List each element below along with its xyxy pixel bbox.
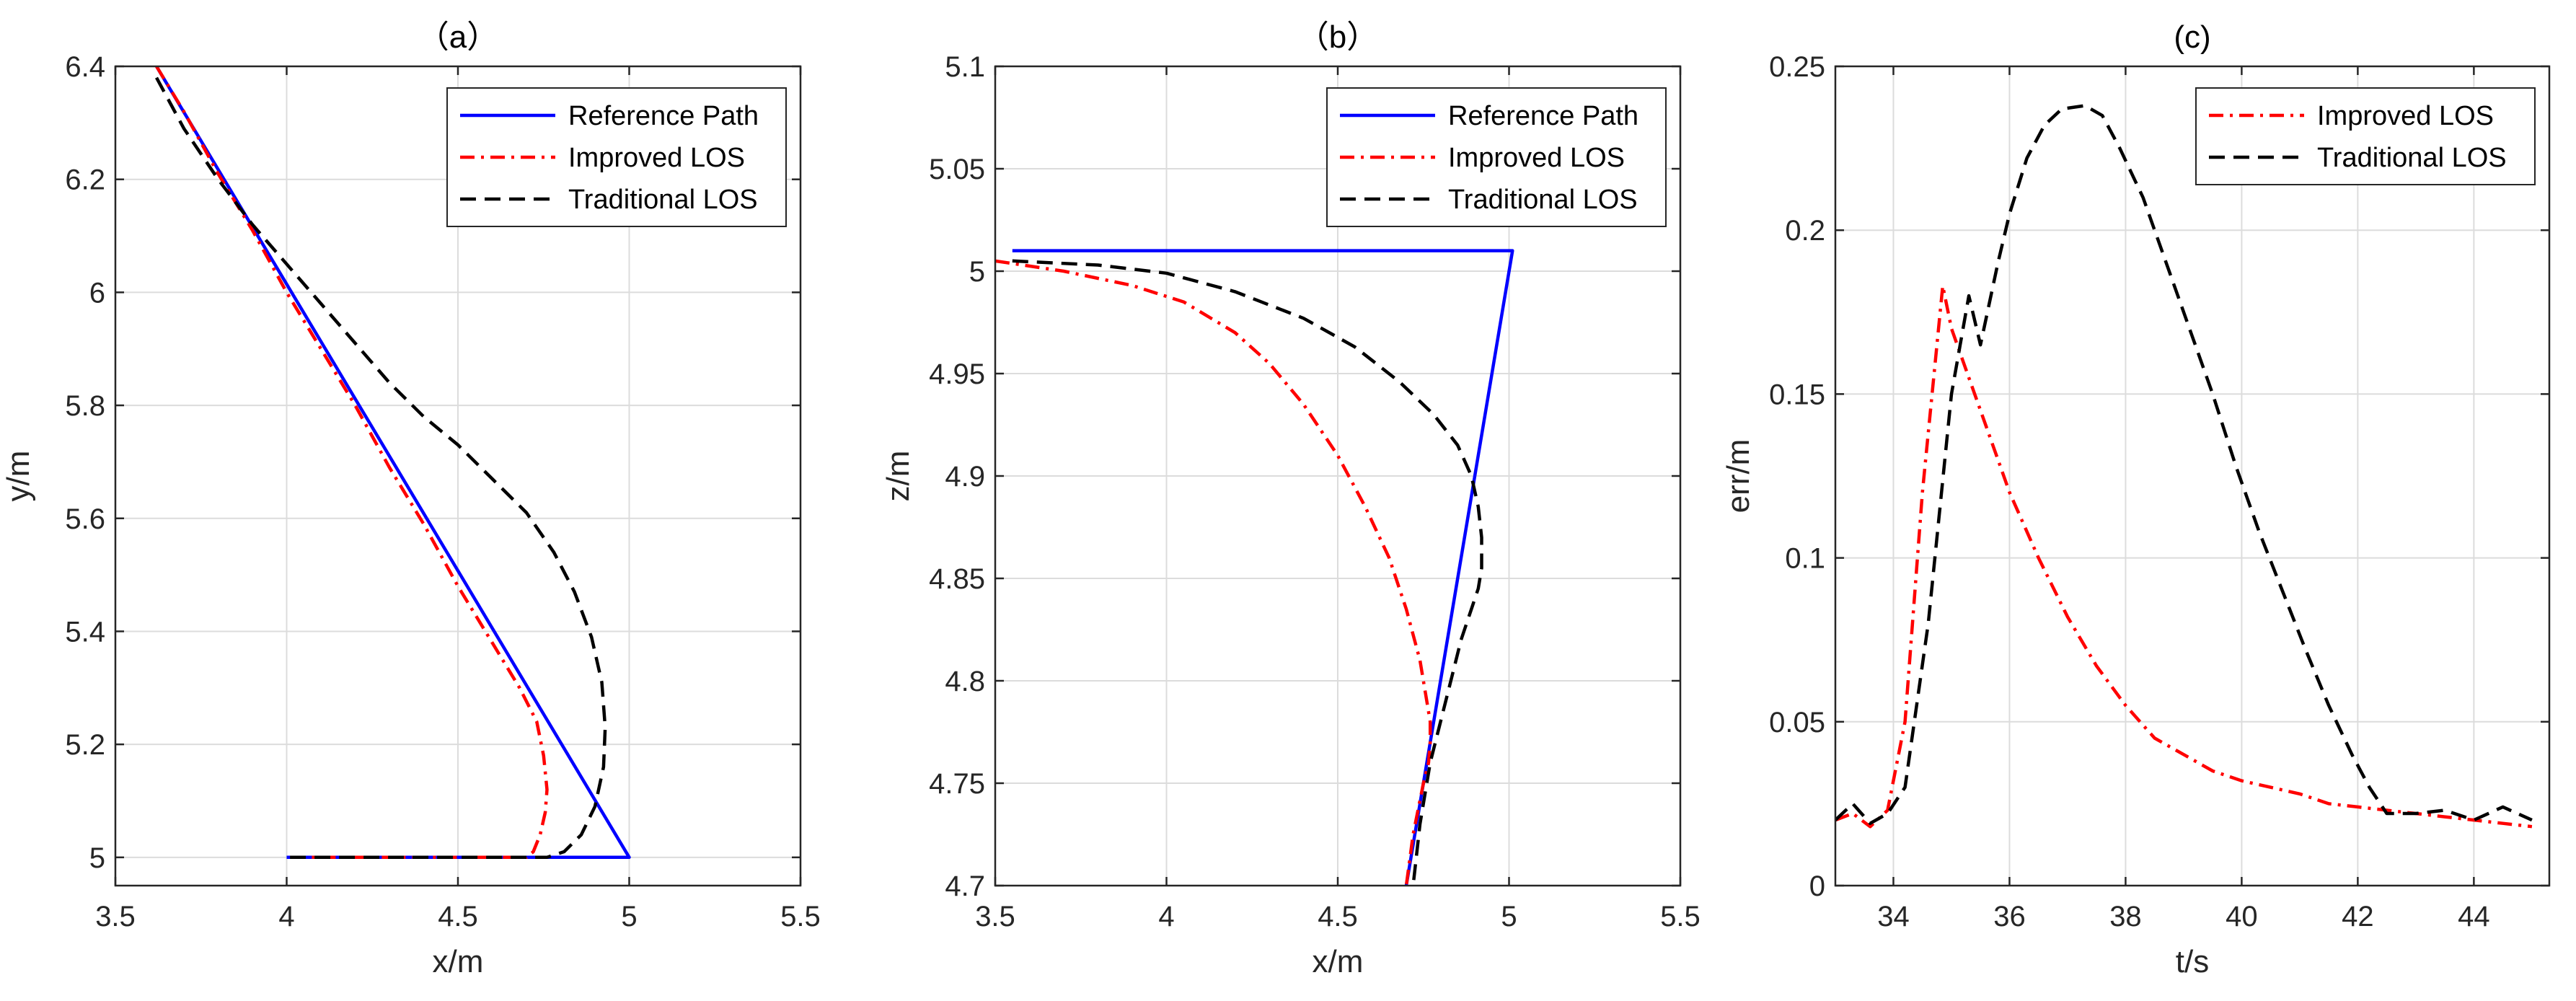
series-line-traditional-los — [1012, 259, 1483, 886]
x-axis-label: x/m — [1313, 944, 1364, 979]
y-tick-label: 5 — [969, 256, 985, 288]
y-tick-label: 0.1 — [1785, 543, 1825, 575]
y-tick-label: 5.6 — [65, 503, 105, 535]
chart-panel-0: 3.5 4 4.5 5 5.5 5 5.2 5.4 5.6 5.8 6 6.2 6.4 （a） x/m y/m… — [1, 19, 821, 979]
y-tick-label: 5 — [89, 842, 105, 874]
x-tick-label: 5 — [1501, 901, 1517, 932]
y-tick-label: 5.1 — [945, 51, 985, 83]
legend-entry: Improved LOS — [568, 143, 745, 173]
chart-title: （a） — [418, 19, 498, 55]
chart-panel-2: 34 36 38 40 42 44 0 0.05 0.1 0.15 0.2 0.25 (c) t/s err… — [1721, 19, 2551, 979]
x-tick-label: 4.5 — [438, 901, 478, 932]
legend: Improved LOS Traditional LOS — [2195, 87, 2536, 185]
x-tick-label: 5 — [621, 901, 637, 932]
plot-frame — [1834, 65, 2551, 887]
legend-entry: Reference Path — [568, 101, 759, 131]
y-tick-label: 0.05 — [1769, 707, 1825, 738]
x-axis-label: x/m — [433, 944, 484, 979]
legend-entry: Reference Path — [1448, 101, 1638, 131]
y-tick-label: 0.25 — [1769, 51, 1825, 83]
plot-frame — [114, 65, 802, 887]
plot-frame — [994, 65, 1682, 887]
legend-entry: Traditional LOS — [2317, 143, 2507, 173]
x-tick-label: 3.5 — [95, 901, 136, 932]
y-tick-label: 6 — [89, 277, 105, 309]
series-line-improved-los — [995, 259, 1432, 886]
series-line-traditional-los — [1835, 104, 2533, 825]
x-tick-label: 38 — [2109, 901, 2142, 932]
y-tick-label: 5.4 — [65, 616, 105, 648]
chart-panel-1: 3.5 4 4.5 5 5.5 4.7 4.75 4.8 4.85 4.9 4.95 5 5.05 5.1… — [881, 19, 1701, 979]
x-tick-label: 5.5 — [780, 901, 821, 932]
y-axis-label: y/m — [1, 451, 36, 502]
legend-box — [2195, 87, 2536, 185]
legend-entry: Improved LOS — [1448, 143, 1625, 173]
y-tick-label: 4.85 — [929, 563, 985, 595]
y-tick-label: 5.05 — [929, 154, 985, 185]
y-axis-label: err/m — [1721, 439, 1756, 513]
y-tick-label: 4.9 — [945, 461, 985, 493]
y-tick-label: 4.7 — [945, 870, 985, 902]
series-line-reference-path — [1012, 249, 1514, 886]
x-tick-label: 3.5 — [975, 901, 1015, 932]
legend-entry: Improved LOS — [2317, 101, 2494, 131]
x-tick-label: 36 — [1993, 901, 2026, 932]
legend-entry: Traditional LOS — [1448, 185, 1638, 215]
x-tick-label: 4 — [1158, 901, 1174, 932]
y-axis-label: z/m — [881, 451, 916, 502]
y-tick-label: 5.8 — [65, 390, 105, 422]
y-tick-label: 6.4 — [65, 51, 105, 83]
x-tick-label: 40 — [2226, 901, 2258, 932]
y-tick-label: 5.2 — [65, 729, 105, 761]
x-tick-label: 4.5 — [1318, 901, 1358, 932]
series-line-improved-los — [1835, 284, 2533, 829]
legend-entry: Traditional LOS — [568, 185, 758, 215]
legend: Reference Path Improved LOS Traditional LO… — [1326, 87, 1667, 227]
chart-title: (c) — [2174, 19, 2210, 55]
y-tick-label: 6.2 — [65, 164, 105, 196]
x-tick-label: 44 — [2458, 901, 2490, 932]
y-tick-label: 4.8 — [945, 666, 985, 697]
x-tick-label: 34 — [1877, 901, 1910, 932]
x-tick-label: 5.5 — [1660, 901, 1701, 932]
series-line-traditional-los — [155, 76, 607, 860]
legend: Reference Path Improved LOS Traditional LO… — [446, 87, 787, 227]
x-axis-label: t/s — [2176, 944, 2209, 979]
y-tick-label: 0.2 — [1785, 215, 1825, 247]
y-tick-label: 4.75 — [929, 768, 985, 800]
y-tick-label: 4.95 — [929, 358, 985, 390]
chart-title: （b） — [1297, 19, 1378, 55]
x-tick-label: 42 — [2342, 901, 2374, 932]
y-tick-label: 0 — [1809, 870, 1825, 902]
y-tick-label: 0.15 — [1769, 379, 1825, 410]
x-tick-label: 4 — [278, 901, 294, 932]
